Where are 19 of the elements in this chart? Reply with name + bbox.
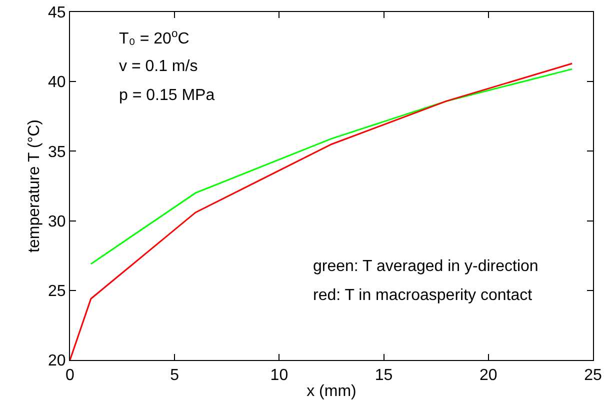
annotation: p = 0.15 MPa xyxy=(119,87,215,104)
x-axis-title: x (mm) xyxy=(306,383,356,400)
x-tick-label: 25 xyxy=(584,367,602,384)
annotation: red: T in macroasperity contact xyxy=(313,287,533,304)
y-tick-label: 20 xyxy=(48,352,66,370)
y-axis-title: temperature T (°C) xyxy=(26,120,43,252)
annotation: green: T averaged in y-direction xyxy=(313,258,538,275)
x-tick-label: 5 xyxy=(170,367,180,384)
y-tick-label: 35 xyxy=(48,144,66,161)
x-tick-label: 15 xyxy=(374,367,393,384)
annotation: T₀ = 20$^{o}$C xyxy=(119,28,190,48)
annotation: v = 0.1 m/s xyxy=(119,58,198,75)
y-tick-label: 40 xyxy=(48,74,66,92)
y-tick-label: 30 xyxy=(48,213,66,230)
y-tick-label: 25 xyxy=(48,283,66,300)
x-tick-label: 10 xyxy=(270,367,288,384)
x-tick-label: 0 xyxy=(66,367,75,384)
y-tick-label: 45 xyxy=(48,4,66,22)
x-tick-label: 20 xyxy=(480,367,498,384)
